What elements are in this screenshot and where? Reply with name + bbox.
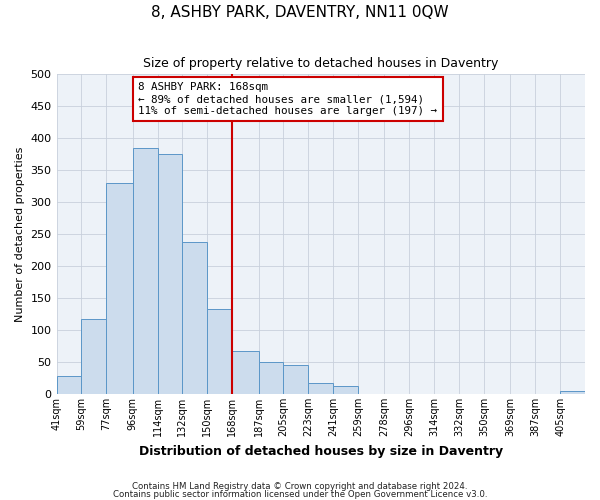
Bar: [232, 350, 259, 394]
Bar: [158, 154, 182, 394]
Bar: [333, 386, 358, 394]
Bar: [56, 376, 82, 394]
Bar: [106, 183, 133, 394]
Bar: [283, 366, 308, 394]
Text: 8, ASHBY PARK, DAVENTRY, NN11 0QW: 8, ASHBY PARK, DAVENTRY, NN11 0QW: [151, 5, 449, 20]
Bar: [259, 362, 283, 394]
Text: Contains HM Land Registry data © Crown copyright and database right 2024.: Contains HM Land Registry data © Crown c…: [132, 482, 468, 491]
Bar: [82, 319, 106, 394]
Title: Size of property relative to detached houses in Daventry: Size of property relative to detached ho…: [143, 58, 499, 70]
Bar: [208, 309, 232, 394]
Text: 8 ASHBY PARK: 168sqm
← 89% of detached houses are smaller (1,594)
11% of semi-de: 8 ASHBY PARK: 168sqm ← 89% of detached h…: [139, 82, 437, 116]
Bar: [182, 242, 208, 394]
Bar: [560, 391, 585, 394]
X-axis label: Distribution of detached houses by size in Daventry: Distribution of detached houses by size …: [139, 444, 503, 458]
Y-axis label: Number of detached properties: Number of detached properties: [15, 146, 25, 322]
Text: Contains public sector information licensed under the Open Government Licence v3: Contains public sector information licen…: [113, 490, 487, 499]
Bar: [308, 382, 333, 394]
Bar: [133, 148, 158, 394]
